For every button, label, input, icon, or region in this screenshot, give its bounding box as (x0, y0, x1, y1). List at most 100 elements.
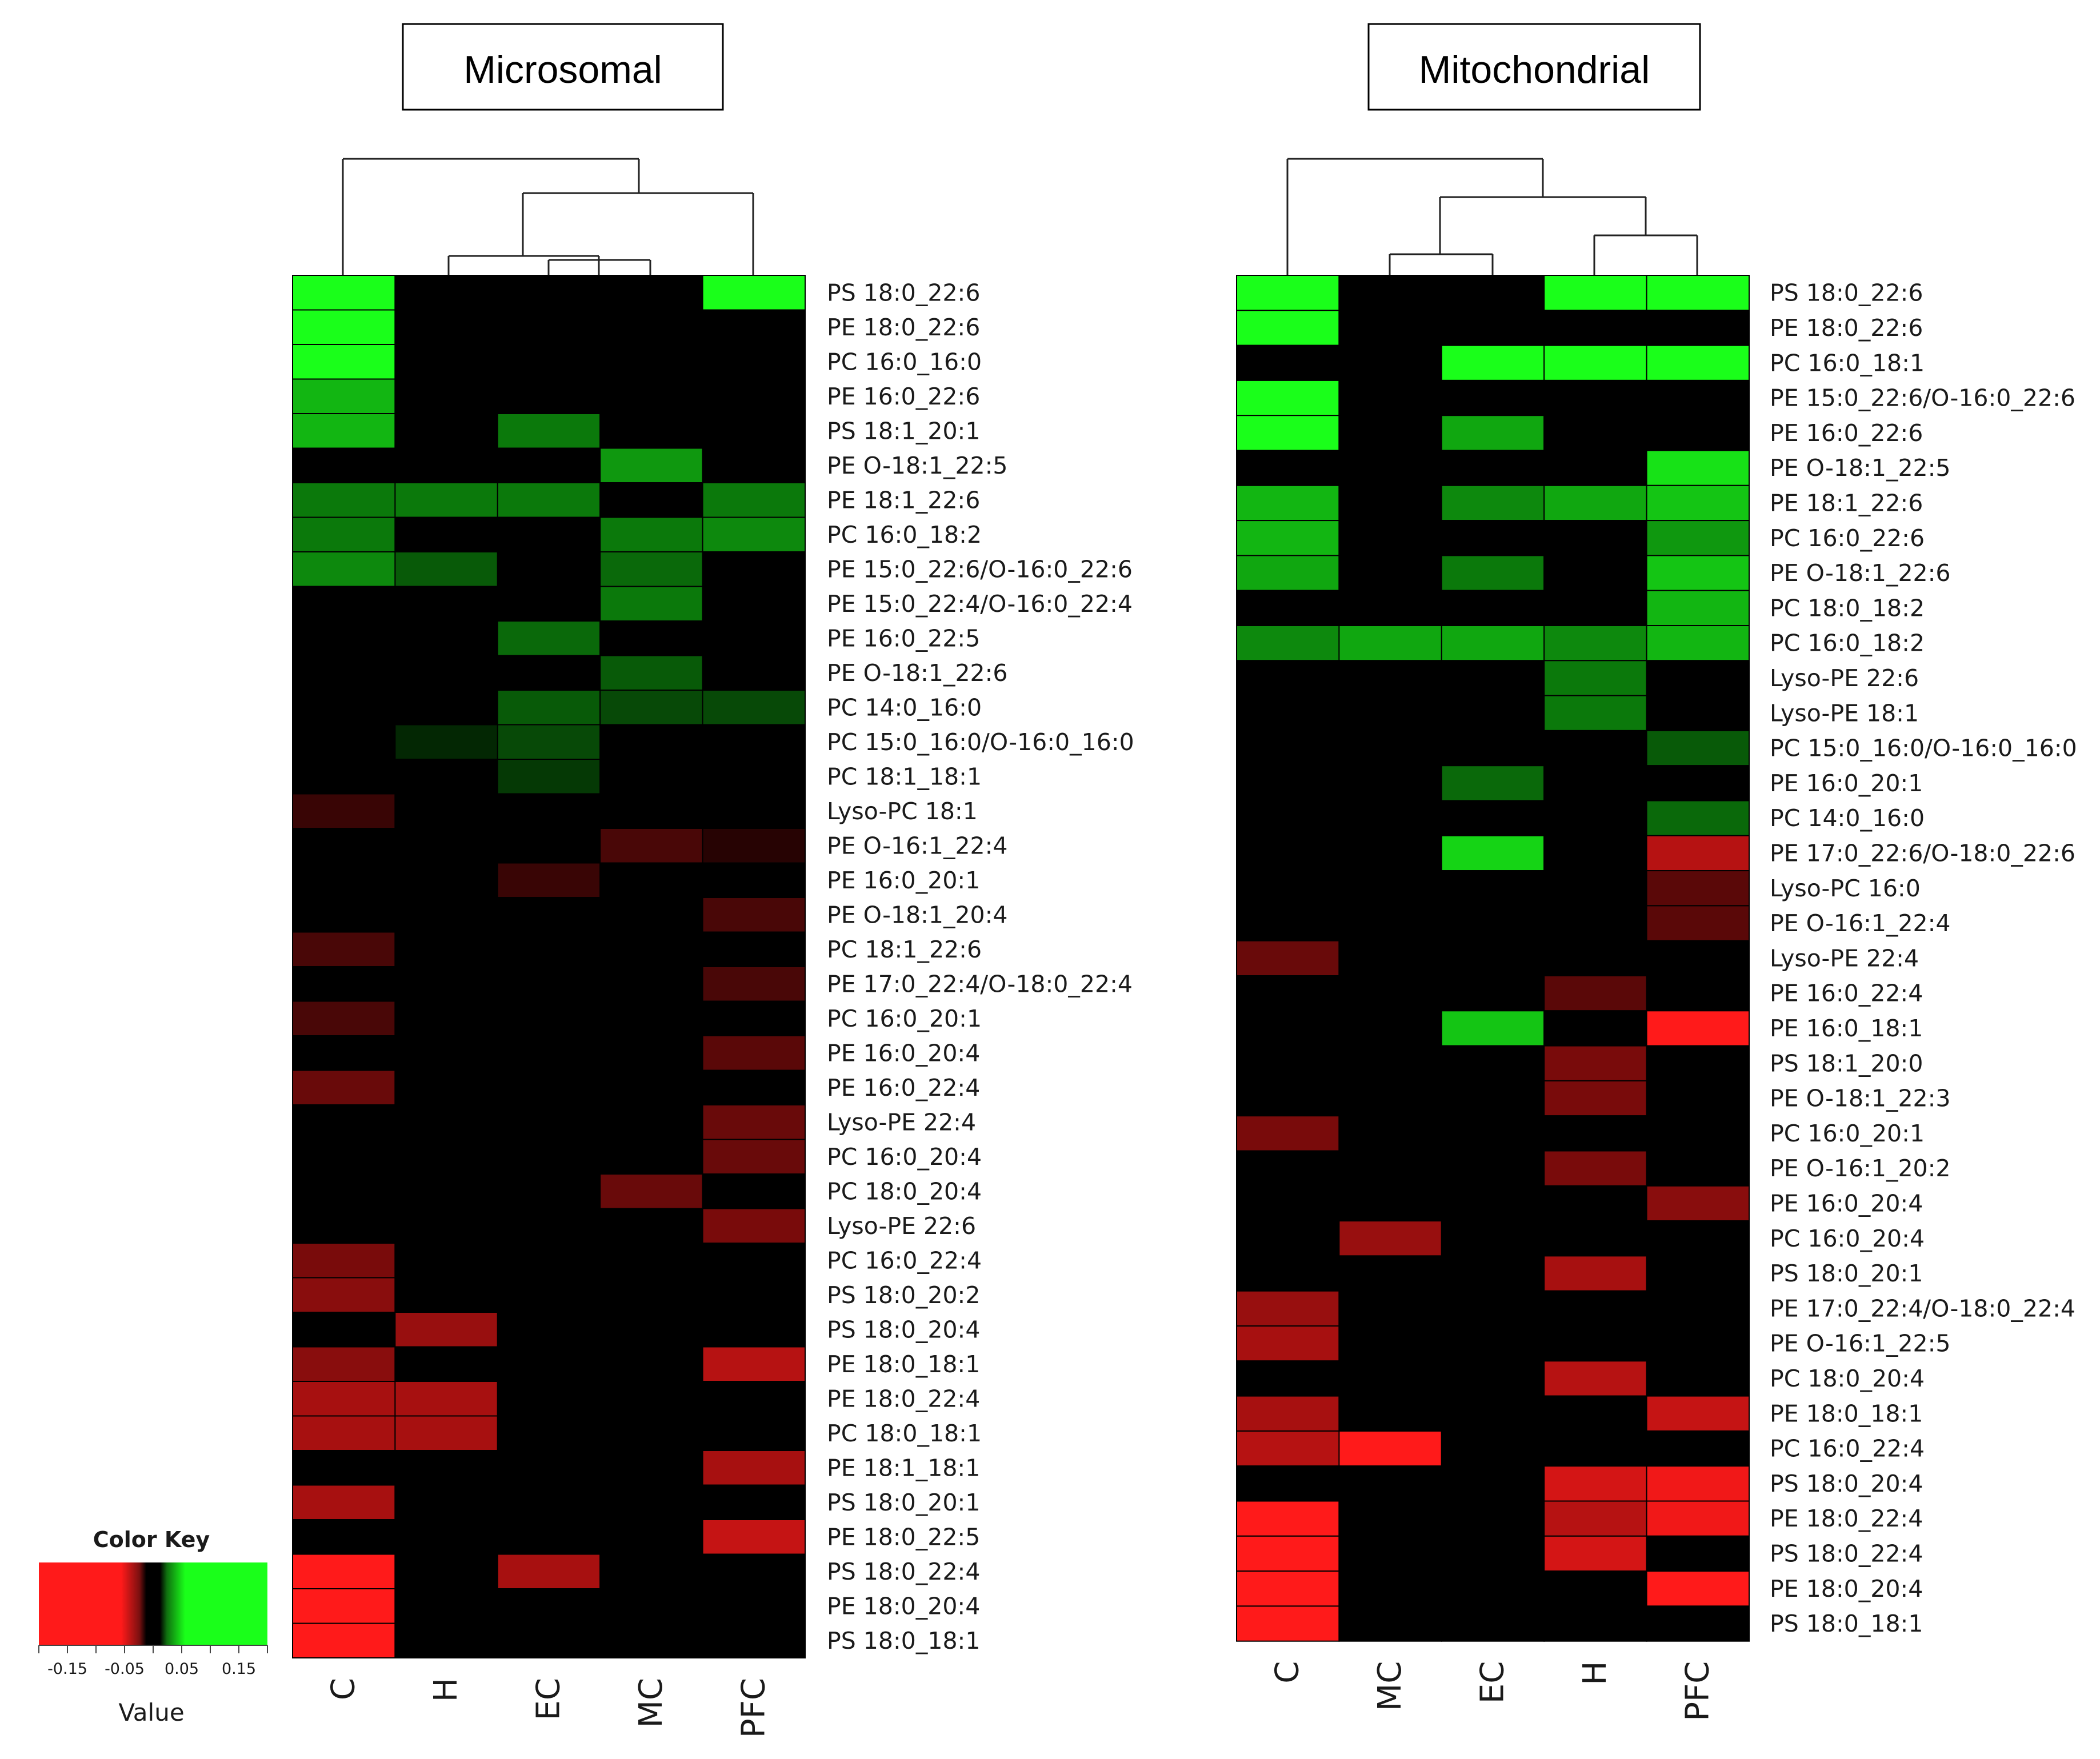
heatmap-cell (394, 1588, 498, 1624)
heatmap-cell (292, 1622, 396, 1658)
heatmap-cell (599, 1450, 703, 1486)
heatmap-cell (1646, 940, 1750, 976)
row-label: PE O-18:1_22:5 (827, 452, 1008, 479)
heatmap-cell (1236, 730, 1340, 767)
heatmap-cell (497, 931, 601, 967)
heatmap-cell (1338, 1395, 1442, 1432)
heatmap-cell (1441, 520, 1545, 556)
heatmap-cell (599, 1588, 703, 1624)
heatmap-cell (292, 378, 396, 414)
heatmap-cell (1236, 1500, 1340, 1537)
row-label: PC 16:0_20:1 (827, 1005, 982, 1032)
row-label: PE O-16:1_22:4 (1770, 909, 1951, 937)
heatmap-cell (497, 862, 601, 898)
heatmap-cell (1441, 310, 1545, 346)
heatmap-cell (599, 1139, 703, 1175)
heatmap-cell (1236, 1325, 1340, 1362)
row-label: PE 18:0_22:6 (827, 314, 980, 341)
heatmap-cell (1441, 1255, 1545, 1292)
heatmap-cell (702, 897, 806, 933)
heatmap-cell (702, 1484, 806, 1520)
heatmap-cell (1338, 1605, 1442, 1642)
heatmap-cell (1338, 310, 1442, 346)
heatmap-cell (1543, 1570, 1647, 1607)
heatmap-cell (1236, 940, 1340, 976)
heatmap-cell (292, 516, 396, 552)
heatmap-cell (599, 1622, 703, 1658)
heatmap-cell (702, 1277, 806, 1313)
heatmap-cell (599, 516, 703, 552)
heatmap-cell (1441, 484, 1545, 522)
heatmap-cell (1646, 1080, 1750, 1117)
heatmap-cell (292, 793, 396, 829)
heatmap-cell (1646, 310, 1750, 346)
heatmap-cell (394, 690, 498, 726)
heatmap-cell (702, 724, 806, 760)
heatmap-cell (702, 1069, 806, 1105)
row-label: PE 18:0_22:6 (1770, 314, 1923, 342)
heatmap-cell (1236, 1255, 1340, 1292)
heatmap-cell (702, 1381, 806, 1417)
heatmap-cell (497, 759, 601, 795)
heatmap-cell (497, 1553, 601, 1589)
heatmap-cell (1646, 1465, 1750, 1502)
microsomal-column-labels: C H EC MC PFC (325, 1678, 773, 1738)
heatmap-cell (702, 620, 806, 656)
heatmap-cell (702, 1622, 806, 1658)
heatmap-cell (292, 759, 396, 795)
heatmap-cell (599, 1208, 703, 1244)
heatmap-cell (599, 586, 703, 622)
heatmap-cell (394, 828, 498, 864)
heatmap-cell (1543, 1535, 1647, 1572)
heatmap-cell (1236, 1360, 1340, 1397)
heatmap-cell (292, 1519, 396, 1555)
heatmap-cell (1543, 835, 1647, 872)
heatmap-cell (702, 1588, 806, 1624)
heatmap-cell (292, 1588, 396, 1624)
row-label: PE 18:0_22:5 (827, 1523, 980, 1550)
heatmap-cell (497, 724, 601, 760)
heatmap-cell (599, 1069, 703, 1105)
heatmap-cell (497, 1346, 601, 1382)
column-label: PFC (735, 1678, 772, 1738)
row-label: PC 16:0_18:2 (827, 521, 982, 548)
heatmap-cell (394, 1450, 498, 1486)
heatmap-cell (1338, 1535, 1442, 1572)
heatmap-cell (497, 793, 601, 829)
heatmap-cell (292, 344, 396, 380)
heatmap-cell (1338, 1010, 1442, 1047)
heatmap-cell (702, 551, 806, 587)
heatmap-cell (394, 759, 498, 795)
heatmap-cell (394, 1069, 498, 1105)
row-label: PE 18:0_22:4 (1770, 1505, 1923, 1532)
heatmap-cell (599, 620, 703, 656)
heatmap-cell (1441, 1430, 1545, 1467)
heatmap-cell (394, 1312, 498, 1348)
heatmap-cell (394, 551, 498, 587)
column-label: EC (1474, 1661, 1511, 1704)
heatmap-cell (497, 344, 601, 380)
mitochondrial-title-box (1367, 23, 1701, 111)
heatmap-cell (1646, 1010, 1750, 1047)
heatmap-cell (1441, 379, 1545, 416)
heatmap-cell (1646, 730, 1750, 767)
heatmap-cell (292, 1277, 396, 1313)
heatmap-cell (702, 690, 806, 726)
heatmap-cell (1236, 835, 1340, 872)
row-label: PC 16:0_20:1 (1770, 1120, 1925, 1147)
row-label: PS 18:0_20:1 (827, 1489, 980, 1516)
heatmap-cell (702, 1415, 806, 1451)
heatmap-cell (1441, 1045, 1545, 1081)
color-key-bar (39, 1562, 267, 1645)
heatmap-cell (1441, 344, 1545, 381)
heatmap-cell (1646, 1325, 1750, 1362)
heatmap-cell (702, 1346, 806, 1382)
color-key-title: Color Key (93, 1527, 210, 1552)
heatmap-cell (1543, 1605, 1647, 1642)
heatmap-cell (1543, 310, 1647, 346)
heatmap-cell (1543, 590, 1647, 626)
heatmap-cell (394, 931, 498, 967)
color-key-ticks: -0.15 -0.05 0.05 0.15 (38, 1645, 268, 1678)
heatmap-cell (394, 655, 498, 691)
heatmap-cell (1543, 1220, 1647, 1257)
